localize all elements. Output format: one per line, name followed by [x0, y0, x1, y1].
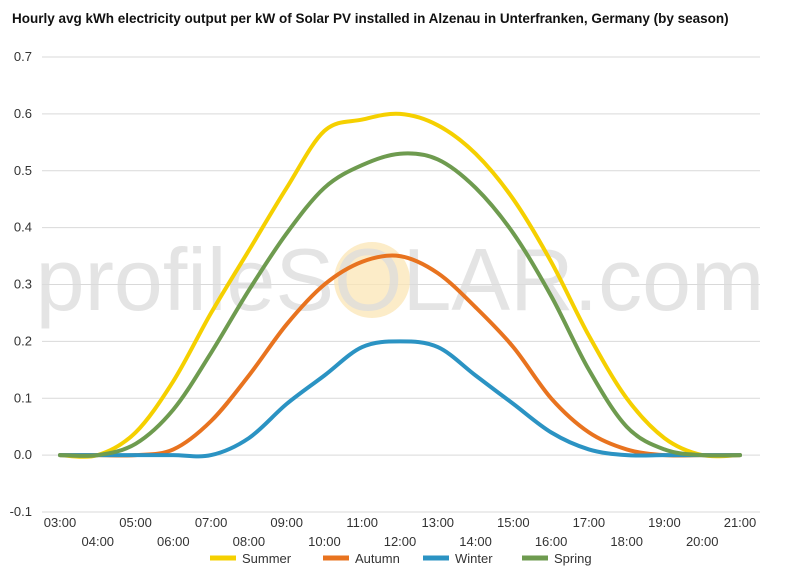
x-tick-label: 07:00: [195, 515, 228, 530]
y-tick-label: 0.2: [14, 333, 32, 348]
y-tick-label: 0.4: [14, 220, 32, 235]
x-tick-label: 09:00: [270, 515, 303, 530]
series-line-summer: [58, 111, 742, 459]
legend-label: Summer: [242, 551, 292, 566]
x-tick-label: 08:00: [233, 534, 266, 549]
x-tick-label: 16:00: [535, 534, 568, 549]
chart-title: Hourly avg kWh electricity output per kW…: [12, 11, 729, 26]
legend-item-winter: Winter: [423, 551, 493, 566]
x-tick-label: 12:00: [384, 534, 417, 549]
y-tick-label: 0.1: [14, 390, 32, 405]
x-tick-label: 03:00: [44, 515, 77, 530]
y-tick-label: 0.7: [14, 49, 32, 64]
series-line-autumn: [58, 253, 742, 458]
x-tick-label: 18:00: [610, 534, 643, 549]
legend-item-summer: Summer: [210, 551, 292, 566]
y-tick-label: -0.1: [10, 504, 32, 519]
x-tick-label: 05:00: [119, 515, 152, 530]
y-tick-label: 0.3: [14, 277, 32, 292]
y-tick-label: 0.0: [14, 447, 32, 462]
x-tick-label: 10:00: [308, 534, 341, 549]
series-line-winter: [58, 339, 742, 459]
watermark-sun-icon: [334, 242, 410, 318]
legend-label: Autumn: [355, 551, 400, 566]
watermark: profileSOLAR.com: [36, 230, 765, 329]
x-tick-label: 15:00: [497, 515, 530, 530]
y-tick-label: 0.6: [14, 106, 32, 121]
legend-label: Winter: [455, 551, 493, 566]
legend-item-autumn: Autumn: [323, 551, 400, 566]
x-tick-label: 13:00: [422, 515, 455, 530]
x-tick-label: 11:00: [346, 515, 378, 530]
x-tick-label: 21:00: [724, 515, 757, 530]
y-tick-label: 0.5: [14, 163, 32, 178]
x-tick-label: 20:00: [686, 534, 719, 549]
series-line-spring: [58, 151, 742, 458]
x-tick-label: 14:00: [459, 534, 492, 549]
watermark-text: profileSOLAR.com: [36, 230, 765, 329]
legend-label: Spring: [554, 551, 592, 566]
x-tick-label: 17:00: [573, 515, 606, 530]
legend-item-spring: Spring: [522, 551, 592, 566]
x-tick-label: 04:00: [82, 534, 115, 549]
x-tick-label: 06:00: [157, 534, 190, 549]
x-tick-label: 19:00: [648, 515, 681, 530]
